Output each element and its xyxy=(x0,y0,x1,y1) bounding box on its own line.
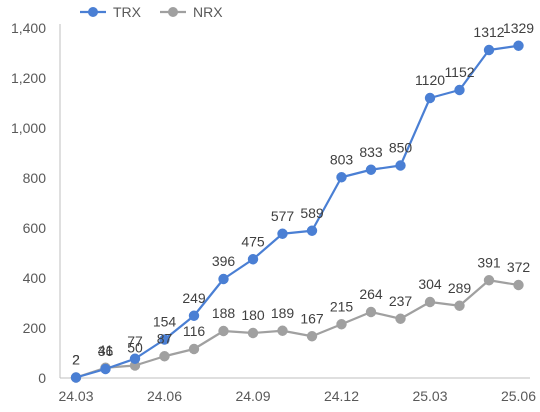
data-label-nrx: 189 xyxy=(271,305,295,321)
data-label-nrx: 372 xyxy=(507,259,531,275)
y-tick-label: 0 xyxy=(38,370,46,386)
data-point-trx xyxy=(159,334,170,345)
data-label-trx: 850 xyxy=(389,140,413,156)
data-label-trx: 803 xyxy=(330,151,354,167)
series-layer xyxy=(70,40,524,383)
data-point-nrx xyxy=(336,319,347,330)
data-point-trx xyxy=(395,160,406,171)
data-point-trx xyxy=(306,225,318,236)
x-tick-label: 25.03 xyxy=(412,388,447,404)
data-point-nrx xyxy=(247,327,259,339)
data-point-nrx xyxy=(159,351,170,362)
data-point-trx xyxy=(365,164,377,175)
data-label-trx: 589 xyxy=(300,205,324,221)
x-tick-label: 25.06 xyxy=(501,388,536,404)
y-tick-label: 200 xyxy=(23,320,47,336)
data-point-trx xyxy=(483,44,495,56)
data-label-nrx: 116 xyxy=(183,323,206,339)
legend-marker-trx xyxy=(88,7,98,17)
legend-label-trx: TRX xyxy=(113,4,142,20)
data-label-nrx: 289 xyxy=(448,280,472,296)
data-point-trx xyxy=(188,310,200,321)
data-label-trx: 36 xyxy=(98,343,114,359)
data-point-trx xyxy=(70,372,82,383)
data-label-nrx: 188 xyxy=(212,305,236,321)
data-label-nrx: 167 xyxy=(300,310,324,326)
data-point-nrx xyxy=(424,296,436,308)
data-label-trx: 2 xyxy=(72,352,80,368)
data-label-nrx: 304 xyxy=(418,276,442,292)
data-point-trx xyxy=(454,84,465,96)
data-point-trx xyxy=(424,92,436,104)
data-label-trx: 833 xyxy=(359,144,383,160)
data-label-trx: 249 xyxy=(182,290,206,306)
x-tick-label: 24.03 xyxy=(58,388,93,404)
data-point-nrx xyxy=(483,275,495,286)
data-label-nrx: 264 xyxy=(359,286,383,302)
data-point-nrx xyxy=(218,325,229,337)
x-axis: 24.03 24.06 24.09 24.12 25.03 25.06 xyxy=(58,377,536,404)
data-label-nrx: 41 xyxy=(98,342,114,358)
data-label-nrx: 50 xyxy=(127,340,143,356)
data-labels: 2 41 50 87 116 188 180 189 167 215 264 237 304 289 391… xyxy=(72,20,534,368)
data-label-trx: 577 xyxy=(271,208,295,224)
y-tick-label: 800 xyxy=(23,170,47,186)
data-point-nrx xyxy=(454,300,465,311)
data-point-nrx xyxy=(513,279,524,291)
data-point-nrx xyxy=(188,343,200,355)
y-tick-label: 400 xyxy=(23,270,47,286)
data-label-nrx: 391 xyxy=(477,254,501,270)
data-point-nrx xyxy=(306,331,318,342)
data-label-trx: 475 xyxy=(241,233,265,249)
data-label-trx: 1312 xyxy=(473,24,504,40)
y-tick-label: 1,200 xyxy=(11,70,46,86)
data-point-trx xyxy=(513,40,524,51)
data-point-trx xyxy=(129,353,141,364)
data-point-trx xyxy=(336,172,347,183)
y-tick-label: 1,000 xyxy=(11,120,46,136)
x-tick-label: 24.09 xyxy=(235,388,270,404)
legend: TRX NRX xyxy=(80,4,223,20)
data-label-nrx: 87 xyxy=(157,330,173,346)
series-line-nrx xyxy=(75,279,519,379)
data-label-trx: 1152 xyxy=(444,64,474,80)
x-tick-label: 24.12 xyxy=(324,388,359,404)
legend-marker-nrx xyxy=(168,7,178,17)
data-label-trx: 396 xyxy=(212,253,236,269)
data-point-trx xyxy=(218,273,229,285)
y-tick-label: 600 xyxy=(23,220,47,236)
x-tick-label: 24.06 xyxy=(147,388,182,404)
data-point-trx xyxy=(277,228,288,239)
data-label-nrx: 237 xyxy=(389,293,413,309)
data-point-nrx xyxy=(395,313,406,324)
data-point-trx xyxy=(247,254,259,265)
data-point-nrx xyxy=(365,306,377,318)
data-label-trx: 1329 xyxy=(503,20,534,36)
series-line-trx xyxy=(75,44,519,379)
data-point-nrx xyxy=(277,325,288,336)
data-point-trx xyxy=(100,363,111,375)
data-label-nrx: 2 xyxy=(72,352,80,368)
y-tick-label: 1,400 xyxy=(11,20,46,36)
data-label-trx: 77 xyxy=(127,333,143,349)
legend-label-nrx: NRX xyxy=(193,4,223,20)
data-label-trx: 154 xyxy=(153,314,177,330)
y-axis: 0 200 400 600 800 1,000 1,200 1,400 xyxy=(11,20,61,386)
data-label-nrx: 180 xyxy=(241,307,265,323)
data-label-nrx: 215 xyxy=(330,298,354,314)
data-label-trx: 1120 xyxy=(415,72,445,88)
